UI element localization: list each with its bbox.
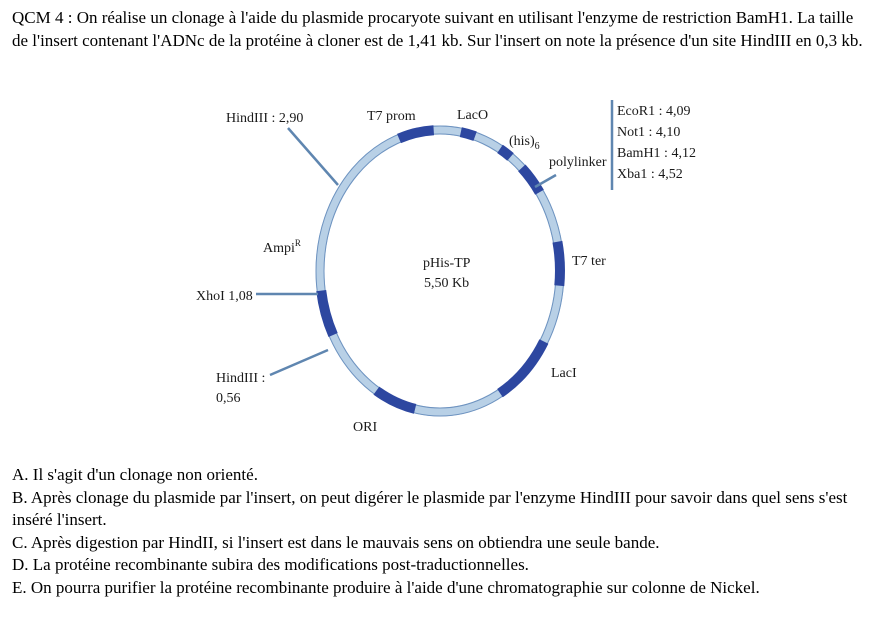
hindiii-0-56-label: HindIII : bbox=[216, 371, 265, 386]
answer-b: B. Après clonage du plasmide par l'inser… bbox=[12, 487, 848, 530]
ampr-label: AmpiR bbox=[263, 238, 301, 256]
segment-laco bbox=[459, 127, 477, 141]
segment-t7-ter bbox=[552, 240, 565, 287]
segment-t7-prom bbox=[397, 125, 435, 144]
answer-a: A. Il s'agit d'un clonage non orienté. bbox=[12, 465, 258, 484]
laco-label: LacO bbox=[457, 108, 488, 123]
segment-laci bbox=[497, 339, 549, 398]
segment-polylinker bbox=[518, 164, 544, 195]
polylinker-site-1: EcoR1 : 4,09 bbox=[617, 104, 691, 119]
hindiii-2-90-leader bbox=[287, 127, 339, 186]
segment-ampr bbox=[316, 289, 338, 337]
t7-prom-label: T7 prom bbox=[367, 109, 416, 124]
feature-segments bbox=[316, 125, 565, 414]
polylinker-site-4: Xba1 : 4,52 bbox=[617, 167, 683, 182]
plasmid-backbone-edge-inner bbox=[323, 133, 557, 409]
answer-d: D. La protéine recombinante subira des m… bbox=[12, 555, 529, 574]
polylinker-label: polylinker bbox=[549, 155, 607, 170]
his6-label: (his)6 bbox=[509, 134, 540, 152]
polylinker-site-3: BamH1 : 4,12 bbox=[617, 146, 696, 161]
segment-his6 bbox=[497, 144, 514, 161]
hindiii-2-90-label: HindIII : 2,90 bbox=[226, 111, 303, 126]
plasmid-map: HindIII : 2,90 T7 prom LacO (his)6 polyl… bbox=[196, 100, 696, 435]
polylinker-leader bbox=[534, 173, 557, 189]
laci-label: LacI bbox=[551, 366, 577, 381]
t7-ter-label: T7 ter bbox=[572, 254, 606, 269]
segment-ori bbox=[373, 386, 417, 414]
answer-list: A. Il s'agit d'un clonage non orienté. B… bbox=[12, 464, 872, 599]
polylinker-site-2: Not1 : 4,10 bbox=[617, 125, 680, 140]
ori-label: ORI bbox=[353, 420, 377, 435]
xhoi-label: XhoI 1,08 bbox=[196, 289, 253, 304]
answer-e: E. On pourra purifier la protéine recomb… bbox=[12, 577, 760, 597]
question-text: QCM 4 : On réalise un clonage à l'aide d… bbox=[12, 8, 863, 50]
hindiii-0-56-leader bbox=[269, 348, 329, 377]
answer-c: C. Après digestion par HindII, si l'inse… bbox=[12, 532, 660, 552]
plasmid-name: pHis-TP bbox=[423, 256, 471, 271]
hindiii-0-56-value: 0,56 bbox=[216, 391, 241, 406]
plasmid-size: 5,50 Kb bbox=[424, 276, 469, 291]
